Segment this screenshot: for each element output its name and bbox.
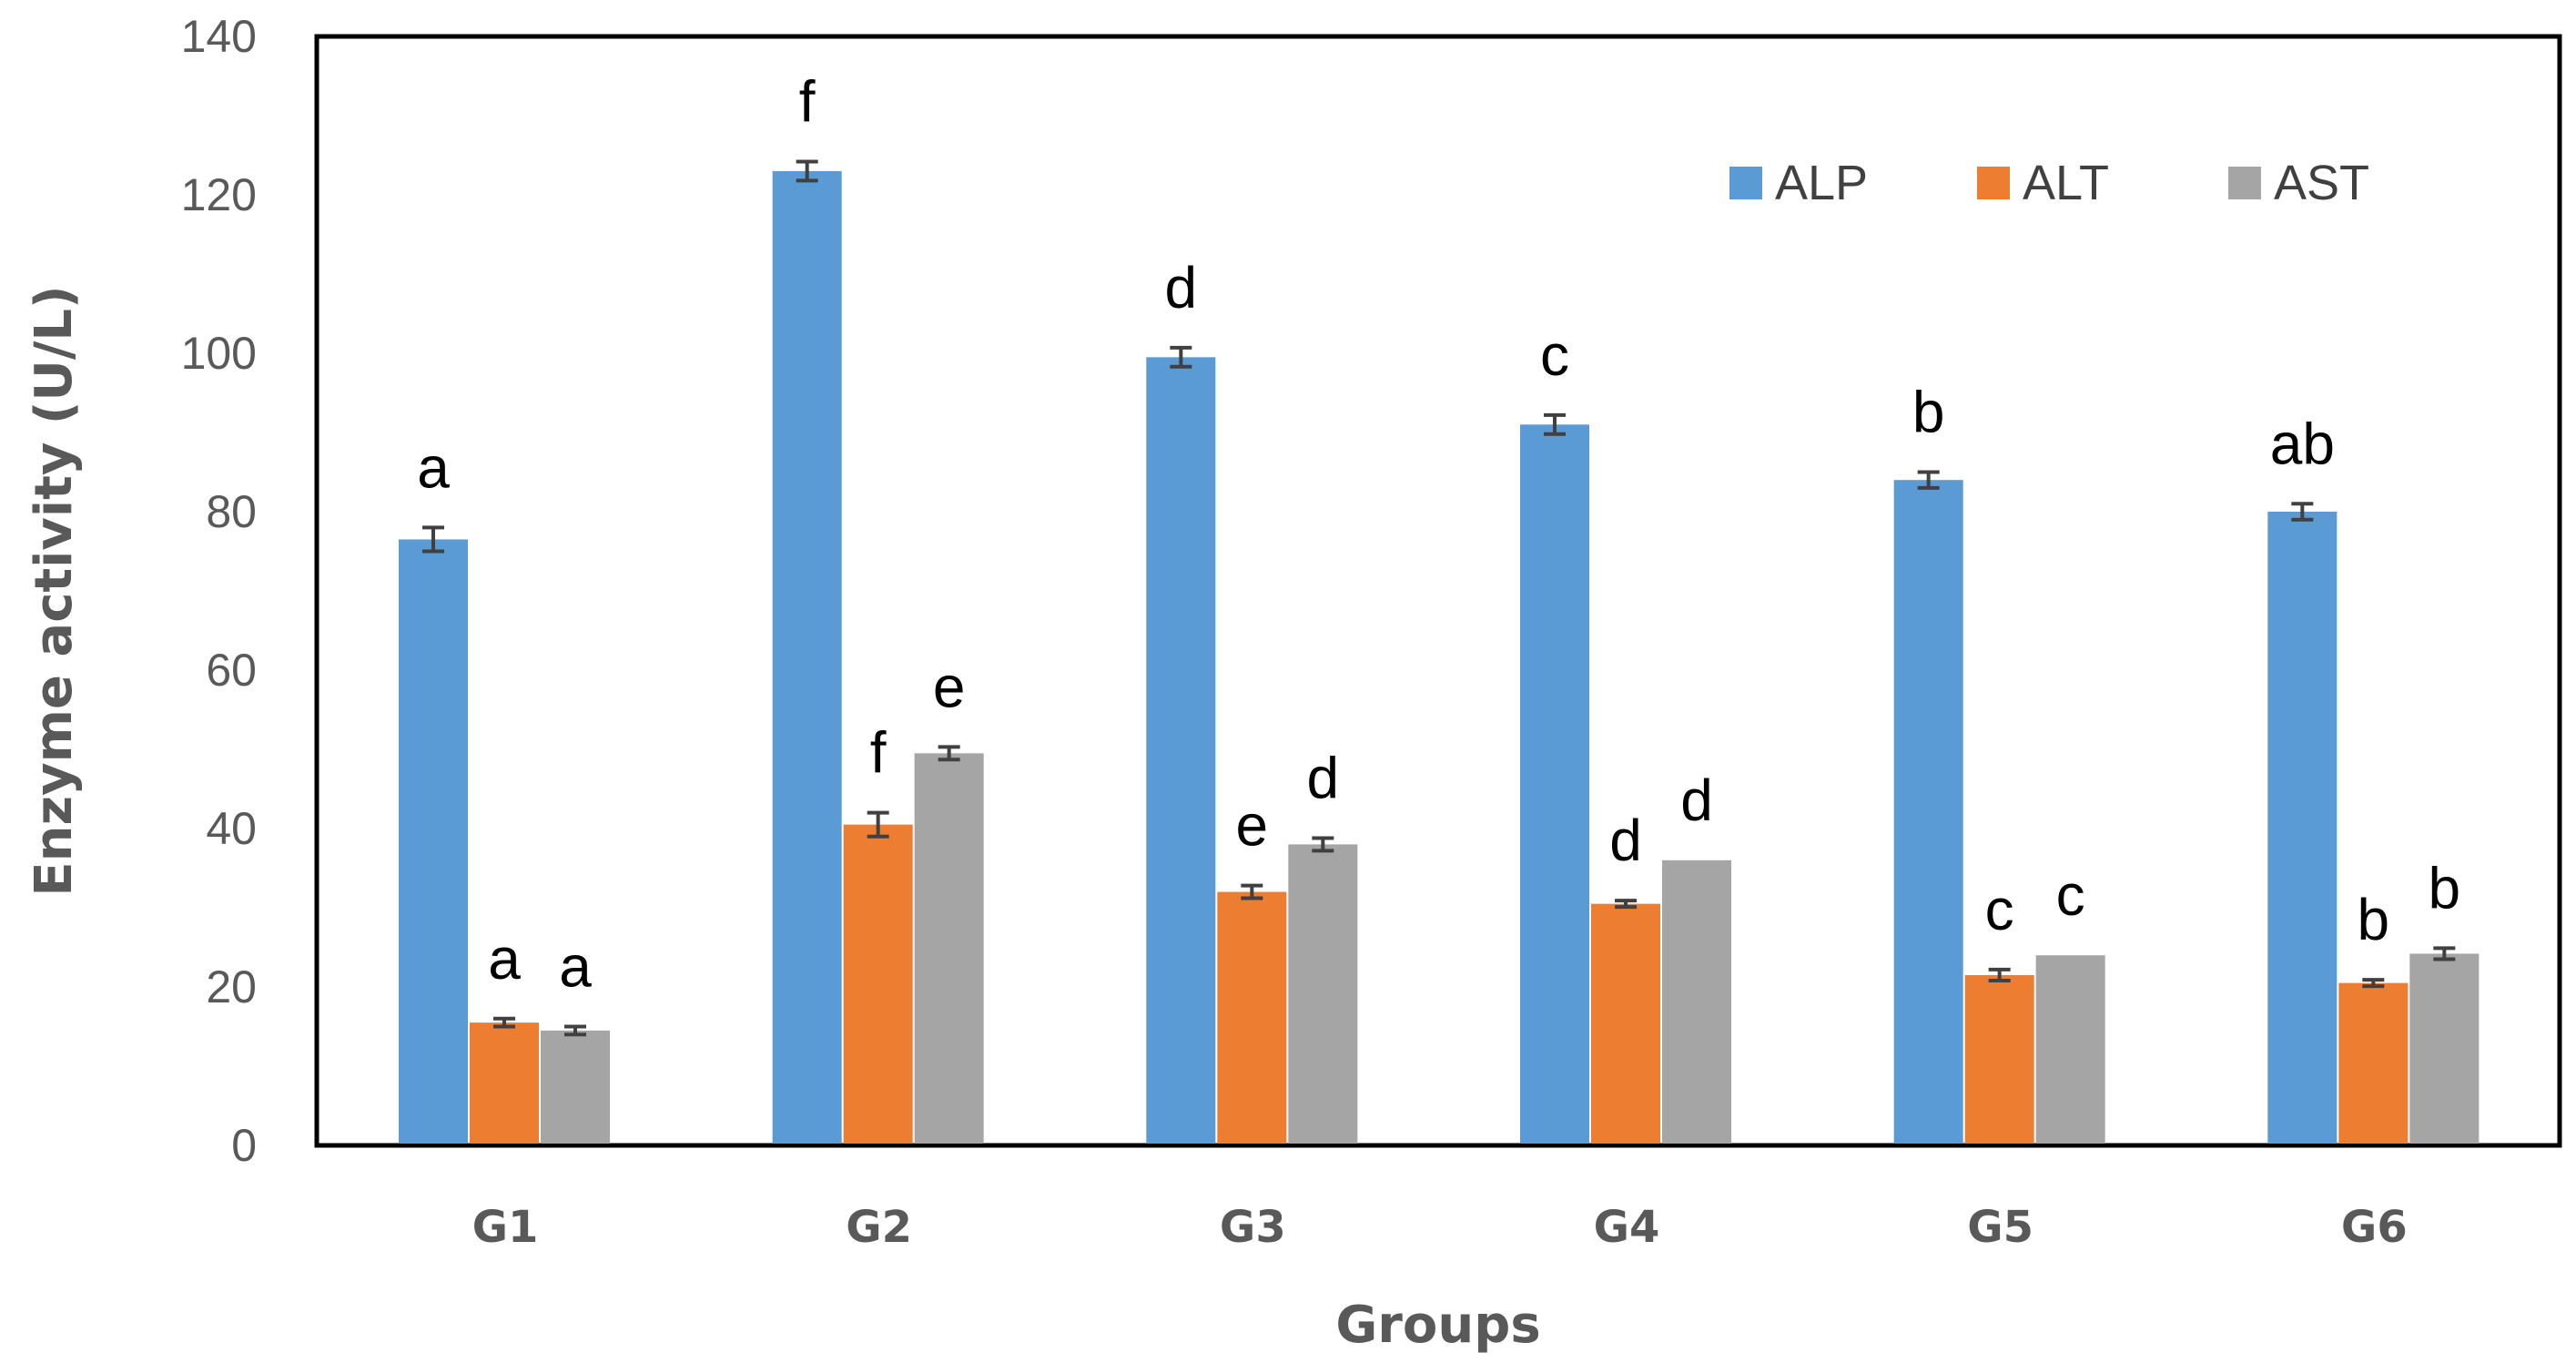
legend-swatch-ast [2228,167,2261,199]
significance-label: a [488,926,521,992]
legend-label: ALP [1775,156,1868,210]
error-bar [938,745,960,762]
bar-alp [772,170,842,1145]
x-category-label: G3 [1220,1202,1286,1253]
legend-swatch-alt [1977,167,2010,199]
y-tick-label: 100 [181,328,257,379]
y-tick-label: 60 [206,645,257,696]
y-axis-ticks: 0 20 40 60 80 100 120 140 [181,11,257,1171]
significance-label: ab [2270,411,2335,476]
significance-label: d [1307,745,1340,810]
significance-label: b [2429,855,2461,921]
bar-ast [914,753,984,1145]
x-category-label: G4 [1594,1202,1660,1253]
significance-label: e [1236,793,1269,859]
significance-label: a [417,434,450,500]
error-bar [1312,836,1334,853]
y-tick-label: 140 [181,11,257,62]
significance-label: c [1540,322,1569,388]
x-category-label: G1 [472,1202,539,1253]
error-bar [1170,345,1192,369]
y-tick-label: 0 [231,1120,257,1171]
x-category-label: G2 [846,1202,912,1253]
error-bar [422,525,444,554]
y-tick-label: 20 [206,961,257,1012]
x-axis-title: Groups [1335,1296,1540,1355]
bar-alt [1217,891,1287,1145]
significance-label: d [1609,808,1642,873]
bar-alt [1964,974,2034,1145]
error-bar [1917,470,1940,490]
error-bar [796,159,818,183]
legend: ALP ALT AST [1729,156,2369,210]
error-bar [1615,899,1637,910]
legend-swatch-alp [1729,167,1762,199]
x-axis-categories: G1 G2 G3 G4 G5 G6 [472,1202,2408,1253]
error-bar [1241,883,1263,900]
y-tick-label: 80 [206,486,257,537]
bar-alp [1893,480,1963,1145]
significance-label: e [933,654,966,719]
bar-ast [1662,860,1731,1145]
bar-alt [2338,982,2409,1145]
bar-ast [2035,955,2105,1145]
legend-label: AST [2274,156,2369,210]
significance-label: b [1912,380,1945,445]
significance-label: d [1165,255,1198,320]
bar-ast [541,1030,610,1145]
significance-label: f [870,720,887,786]
bar-alt [470,1022,539,1145]
bar-alp [399,539,468,1145]
error-bar [493,1016,515,1029]
error-bar [1988,967,2011,983]
error-bar [867,810,889,839]
error-bar [564,1024,586,1037]
x-category-label: G6 [2341,1202,2408,1253]
bar-ast [2409,953,2480,1145]
bar-alt [1591,903,1660,1145]
y-axis-title: Enzyme activity (U/L) [25,285,84,896]
bar-ast [1288,844,1358,1145]
bar-alp [1146,357,1216,1146]
y-tick-label: 40 [206,803,257,854]
error-bar [1544,412,1566,436]
x-category-label: G5 [1967,1202,2033,1253]
significance-label: b [2358,887,2390,952]
legend-label: ALT [2023,156,2109,210]
bar-alt [843,824,913,1145]
error-bar [2362,978,2385,989]
error-bar [2433,946,2456,961]
bar-alp [1520,424,1589,1145]
significance-label: a [559,934,592,1000]
error-bar [2291,502,2314,522]
significance-label: d [1680,768,1713,833]
significance-label: f [799,68,816,134]
y-tick-label: 120 [181,169,257,220]
significance-label: c [1985,877,2014,942]
significance-label: c [2056,862,2085,928]
bar-alp [2267,512,2338,1145]
